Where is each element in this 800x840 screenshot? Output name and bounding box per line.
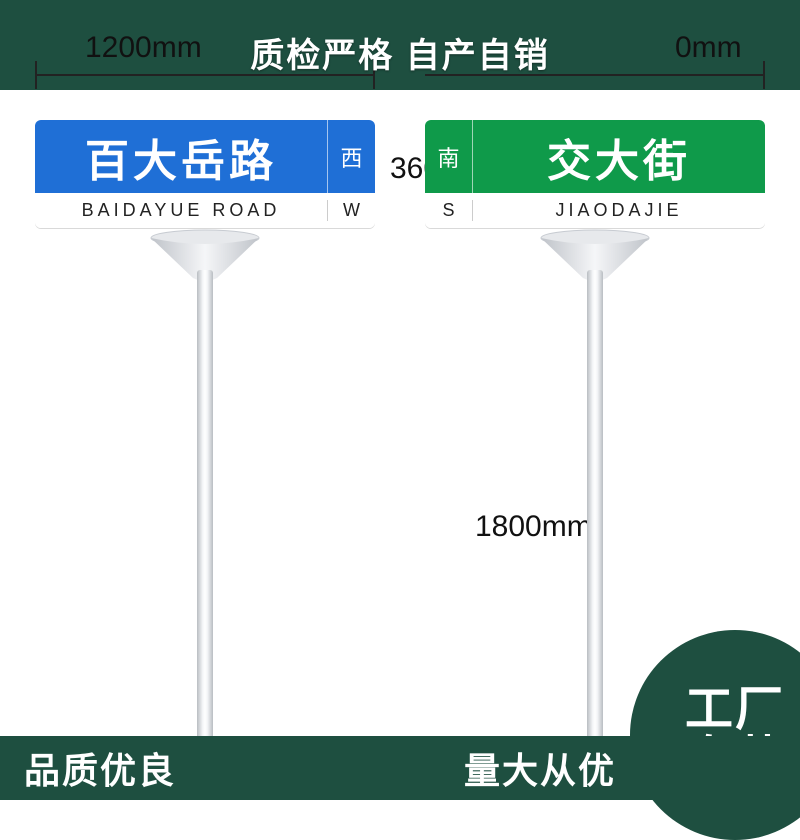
watermark-top-text: 质检严格 自产自销 <box>250 28 549 77</box>
watermark-strip-right: 量大从优 <box>464 742 616 794</box>
pole-right <box>587 270 603 770</box>
dim-plate-width-left-label: 1200mm <box>85 31 202 65</box>
dim-pole-height-label: 1800mm <box>475 510 592 544</box>
plate-right-dir-en: S <box>425 200 473 221</box>
watermark-br-line1: 工厂 <box>685 685 785 735</box>
signpost-right: 南 交大街 S JIAODAJIE <box>425 120 765 228</box>
watermark-bottom-strip: 品质优良 量大从优 <box>0 736 800 800</box>
plate-left: 百大岳路 西 BAIDAYUE ROAD W <box>35 120 375 228</box>
watermark-strip-left: 品质优良 <box>24 742 176 794</box>
plate-right-pinyin: JIAODAJIE <box>473 200 765 221</box>
plate-right-dir-cn: 南 <box>425 120 473 193</box>
pole-left <box>197 270 213 770</box>
plate-right-name-cn: 交大街 <box>473 120 765 193</box>
watermark-badge-bottom-right: 工厂 自营 <box>630 630 800 840</box>
plate-left-dir-cn: 西 <box>327 120 375 193</box>
plate-left-name-cn: 百大岳路 <box>35 120 327 193</box>
dim-plate-width-right-label: 0mm <box>675 31 742 65</box>
plate-left-pinyin: BAIDAYUE ROAD <box>35 200 327 221</box>
canvas: 1200mm 0mm 360mm 1800mm 百大岳路 西 BAIDAYUE … <box>0 0 800 800</box>
plate-right: 南 交大街 S JIAODAJIE <box>425 120 765 228</box>
signpost-left: 百大岳路 西 BAIDAYUE ROAD W <box>35 120 375 228</box>
plate-left-dir-en: W <box>327 200 375 221</box>
